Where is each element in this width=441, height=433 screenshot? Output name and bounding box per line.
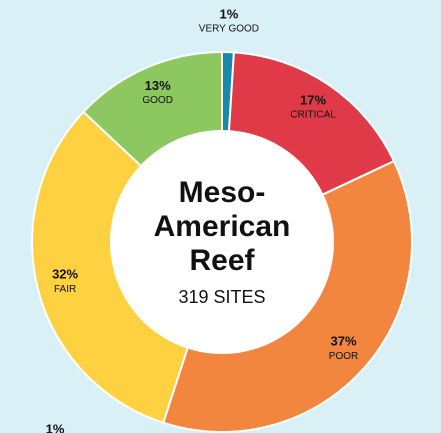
- category-label: POOR: [329, 351, 358, 362]
- title-line: American: [154, 210, 291, 243]
- value-label: 17%: [300, 92, 326, 107]
- center-hole: [110, 130, 334, 354]
- category-label: CRITICAL: [290, 110, 336, 121]
- category-label: GOOD: [142, 95, 173, 106]
- category-label: VERY GOOD: [199, 24, 259, 35]
- value-label: 13%: [145, 78, 171, 93]
- title-line: Reef: [189, 244, 255, 277]
- title-line: Meso-: [179, 176, 266, 209]
- subtitle: 319 SITES: [178, 287, 265, 307]
- value-label: 1%: [220, 7, 239, 22]
- value-label: 32%: [52, 267, 78, 282]
- category-label: FAIR: [54, 284, 76, 295]
- segments: [31, 50, 413, 433]
- annotation: 1%: [46, 421, 65, 433]
- value-label: 37%: [331, 334, 357, 349]
